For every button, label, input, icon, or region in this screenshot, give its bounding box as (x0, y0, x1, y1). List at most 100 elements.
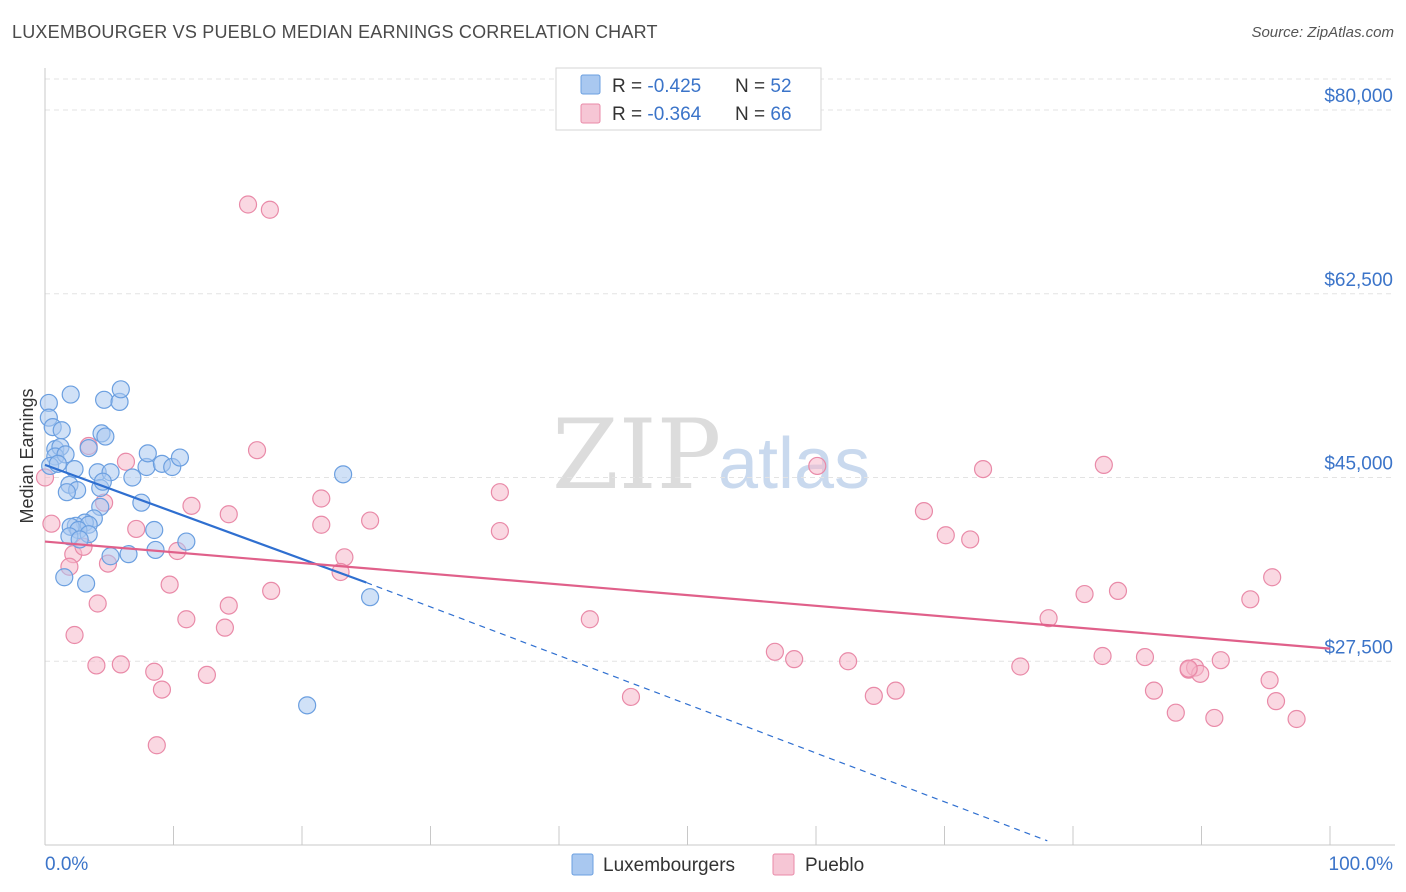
pueblo-point (111, 655, 130, 674)
pueblo-point (1075, 584, 1094, 604)
pueblo-point (1144, 681, 1164, 700)
chart-title: LUXEMBOURGER VS PUEBLO MEDIAN EARNINGS C… (12, 22, 658, 42)
legend-n-label-1: N = (735, 76, 770, 97)
pueblo-point (1179, 659, 1198, 678)
legend-row1-n: N = 52 (735, 76, 792, 97)
pueblo-point (580, 610, 599, 629)
pueblo-point (1260, 671, 1279, 690)
pueblo-point (1287, 709, 1306, 729)
y-tick-label: $80,000 (1324, 86, 1393, 107)
pueblo-point (1108, 581, 1128, 601)
luxembourgers-point (123, 468, 142, 487)
pueblo-point (1039, 609, 1058, 628)
luxembourgers-point (55, 568, 74, 587)
legend-r-label-2: R = (612, 104, 647, 125)
pueblo-point (219, 505, 238, 524)
pueblo-point (621, 687, 641, 707)
pueblo-point (961, 530, 980, 549)
pueblo-point (490, 483, 509, 502)
pueblo-point (260, 200, 279, 219)
pueblo-point (127, 519, 146, 539)
pueblo-point (839, 652, 858, 671)
legend-row2: R = -0.364 (612, 104, 702, 125)
pueblo-point (1094, 455, 1113, 474)
pueblo-point (147, 736, 166, 755)
pueblo-point (1135, 647, 1155, 667)
luxembourgers-trend-extension (366, 581, 1048, 842)
luxembourgers-point (95, 390, 114, 409)
pueblo-point (177, 610, 196, 629)
watermark-atlas: atlas (718, 424, 870, 504)
pueblo-point (247, 441, 267, 460)
luxembourgers-point (361, 588, 380, 607)
luxembourgers-point (52, 421, 71, 440)
pueblo-point (160, 575, 179, 594)
luxembourgers-point (138, 444, 157, 463)
pueblo-points (35, 195, 1306, 755)
pueblo-point (215, 618, 234, 637)
y-axis-label: Median Earnings (17, 388, 37, 523)
pueblo-point (973, 460, 993, 479)
bottom-legend-swatch-pink (772, 853, 795, 876)
pueblo-point (864, 686, 883, 706)
legend-n-value-1: 52 (770, 76, 791, 97)
luxembourgers-point (79, 439, 98, 458)
pueblo-point (238, 195, 258, 214)
y-tick-label: $27,500 (1324, 637, 1393, 658)
y-tick-label: $62,500 (1324, 270, 1393, 291)
luxembourgers-point (111, 380, 130, 399)
pueblo-point (145, 662, 164, 681)
pueblo-point (42, 514, 61, 533)
pueblo-point (936, 526, 955, 545)
pueblo-point (219, 596, 238, 615)
top-legend: R = -0.425 N = 52 R = -0.364 N = 66 (555, 67, 822, 131)
pueblo-point (312, 489, 331, 508)
luxembourgers-point (145, 520, 164, 540)
pueblo-point (152, 680, 172, 699)
pueblo-point (116, 452, 136, 471)
pueblo-point (1211, 651, 1230, 670)
pueblo-point (262, 581, 281, 601)
legend-n-label-2: N = (735, 104, 770, 125)
pueblo-point (312, 515, 331, 534)
pueblo-point (914, 502, 934, 521)
pueblo-point (182, 496, 201, 515)
pueblo-point (65, 625, 84, 645)
pueblo-point (87, 656, 106, 675)
luxembourgers-point (298, 696, 317, 715)
x-tick-label-max: 100.0% (1329, 854, 1394, 875)
bottom-legend: Luxembourgers Pueblo (571, 853, 864, 876)
legend-swatch-blue (580, 74, 601, 95)
luxembourgers-point (77, 574, 96, 593)
pueblo-point (765, 642, 784, 661)
bottom-legend-pueblo: Pueblo (805, 855, 864, 876)
pueblo-point (785, 650, 804, 669)
pueblo-point (1266, 692, 1286, 711)
luxembourgers-point (96, 427, 115, 446)
luxembourgers-point (61, 385, 80, 404)
y-tick-label: $45,000 (1324, 454, 1393, 475)
bottom-legend-luxembourgers: Luxembourgers (603, 855, 735, 876)
pueblo-trend-line (44, 540, 1331, 650)
pueblo-point (1011, 657, 1030, 676)
luxembourgers-point (57, 483, 76, 502)
legend-r-label-1: R = (612, 76, 647, 97)
pueblo-point (808, 456, 827, 476)
watermark-zip: ZIP (552, 399, 721, 511)
legend-r-value-2: -0.364 (647, 104, 701, 125)
luxembourgers-point (177, 532, 196, 551)
trend-lines (44, 463, 1331, 842)
legend-row1: R = -0.425 (612, 76, 701, 97)
pueblo-point (1166, 703, 1185, 722)
pueblo-point (886, 681, 905, 700)
bottom-legend-swatch-blue (571, 853, 594, 876)
pueblo-point (490, 521, 509, 541)
pueblo-point (1241, 590, 1260, 609)
source-label: Source: ZipAtlas.com (1251, 24, 1394, 41)
x-tick-label-min: 0.0% (45, 854, 88, 875)
pueblo-point (361, 511, 380, 530)
luxembourgers-points (39, 380, 380, 715)
pueblo-point (197, 665, 217, 685)
pueblo-point (1093, 646, 1112, 666)
